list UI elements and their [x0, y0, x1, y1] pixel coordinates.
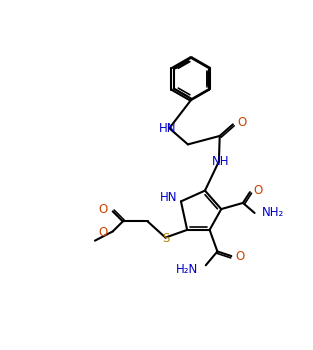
Text: H₂N: H₂N [176, 262, 198, 276]
Text: O: O [238, 116, 247, 130]
Text: O: O [235, 250, 244, 262]
Text: O: O [254, 184, 263, 197]
Text: NH₂: NH₂ [262, 206, 285, 219]
Text: HN: HN [159, 122, 177, 135]
Text: NH: NH [212, 155, 229, 168]
Text: O: O [99, 226, 108, 239]
Text: O: O [99, 203, 108, 216]
Text: S: S [162, 232, 169, 245]
Text: HN: HN [160, 191, 177, 204]
